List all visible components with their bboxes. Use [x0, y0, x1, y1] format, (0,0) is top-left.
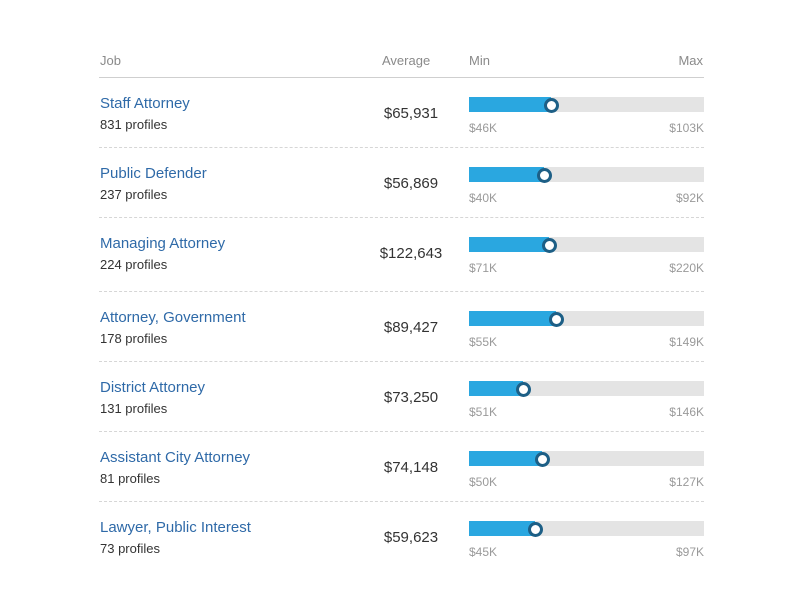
average-salary: $74,148: [383, 459, 439, 476]
average-marker: [527, 522, 543, 537]
average-salary: $122,643: [379, 245, 443, 262]
table-header: Job Average Min Max: [99, 44, 704, 78]
profile-count: 224 profiles: [100, 257, 168, 272]
salary-range-fill: [469, 237, 549, 252]
table-row: Lawyer, Public Interest 73 profiles $59,…: [99, 502, 704, 571]
salary-range-fill: [469, 97, 552, 112]
profile-count: 81 profiles: [100, 471, 160, 486]
salary-range-fill: [469, 451, 542, 466]
job-title-link[interactable]: Attorney, Government: [100, 309, 246, 326]
table-row: District Attorney 131 profiles $73,250 $…: [99, 362, 704, 432]
min-salary: $46K: [469, 121, 498, 135]
min-salary: $51K: [469, 405, 498, 419]
table-row: Assistant City Attorney 81 profiles $74,…: [99, 432, 704, 502]
min-salary: $45K: [469, 545, 498, 559]
table-row: Attorney, Government 178 profiles $89,42…: [99, 292, 704, 362]
min-salary: $40K: [469, 191, 498, 205]
header-job: Job: [100, 53, 121, 68]
salary-range-fill: [469, 381, 524, 396]
average-marker: [537, 168, 553, 183]
min-salary: $71K: [469, 261, 498, 275]
salary-range-bar: [469, 521, 704, 537]
salary-range-bar: [469, 381, 704, 397]
salary-table: Job Average Min Max Staff Attorney 831 p…: [99, 44, 704, 571]
min-salary: $50K: [469, 475, 498, 489]
average-salary: $89,427: [383, 319, 439, 336]
max-salary: $149K: [669, 335, 704, 349]
job-title-link[interactable]: Assistant City Attorney: [100, 449, 251, 466]
job-title-link[interactable]: District Attorney: [100, 379, 206, 396]
salary-range-bar: [469, 97, 704, 113]
max-salary: $92K: [675, 191, 704, 205]
max-salary: $103K: [669, 121, 704, 135]
table-row: Public Defender 237 profiles $56,869 $40…: [99, 148, 704, 218]
header-max: Max: [678, 53, 703, 68]
average-salary: $73,250: [383, 389, 439, 406]
average-salary: $56,869: [383, 175, 439, 192]
job-title-link[interactable]: Managing Attorney: [100, 235, 226, 252]
profile-count: 73 profiles: [100, 541, 160, 556]
table-row: Managing Attorney 224 profiles $122,643 …: [99, 218, 704, 292]
table-row: Staff Attorney 831 profiles $65,931 $46K…: [99, 78, 704, 148]
profile-count: 178 profiles: [100, 331, 168, 346]
max-salary: $97K: [675, 545, 704, 559]
profile-count: 131 profiles: [100, 401, 168, 416]
profile-count: 831 profiles: [100, 117, 168, 132]
header-average: Average: [382, 53, 431, 68]
max-salary: $146K: [669, 405, 704, 419]
salary-range-fill: [469, 521, 535, 536]
salary-range-bar: [469, 167, 704, 183]
average-salary: $59,623: [383, 529, 439, 546]
job-title-link[interactable]: Public Defender: [100, 165, 207, 182]
average-marker: [544, 98, 560, 113]
profile-count: 237 profiles: [100, 187, 168, 202]
average-marker: [541, 238, 557, 253]
average-salary: $65,931: [383, 105, 439, 122]
job-title-link[interactable]: Staff Attorney: [100, 95, 190, 112]
header-min: Min: [469, 53, 490, 68]
salary-range-fill: [469, 311, 556, 326]
salary-range-bar: [469, 311, 704, 327]
salary-range-bar: [469, 451, 704, 467]
salary-range-fill: [469, 167, 545, 182]
max-salary: $127K: [669, 475, 704, 489]
max-salary: $220K: [669, 261, 704, 275]
average-marker: [516, 382, 532, 397]
average-marker: [548, 312, 564, 327]
average-marker: [534, 452, 550, 467]
salary-range-bar: [469, 237, 704, 253]
job-title-link[interactable]: Lawyer, Public Interest: [100, 519, 251, 536]
min-salary: $55K: [469, 335, 498, 349]
